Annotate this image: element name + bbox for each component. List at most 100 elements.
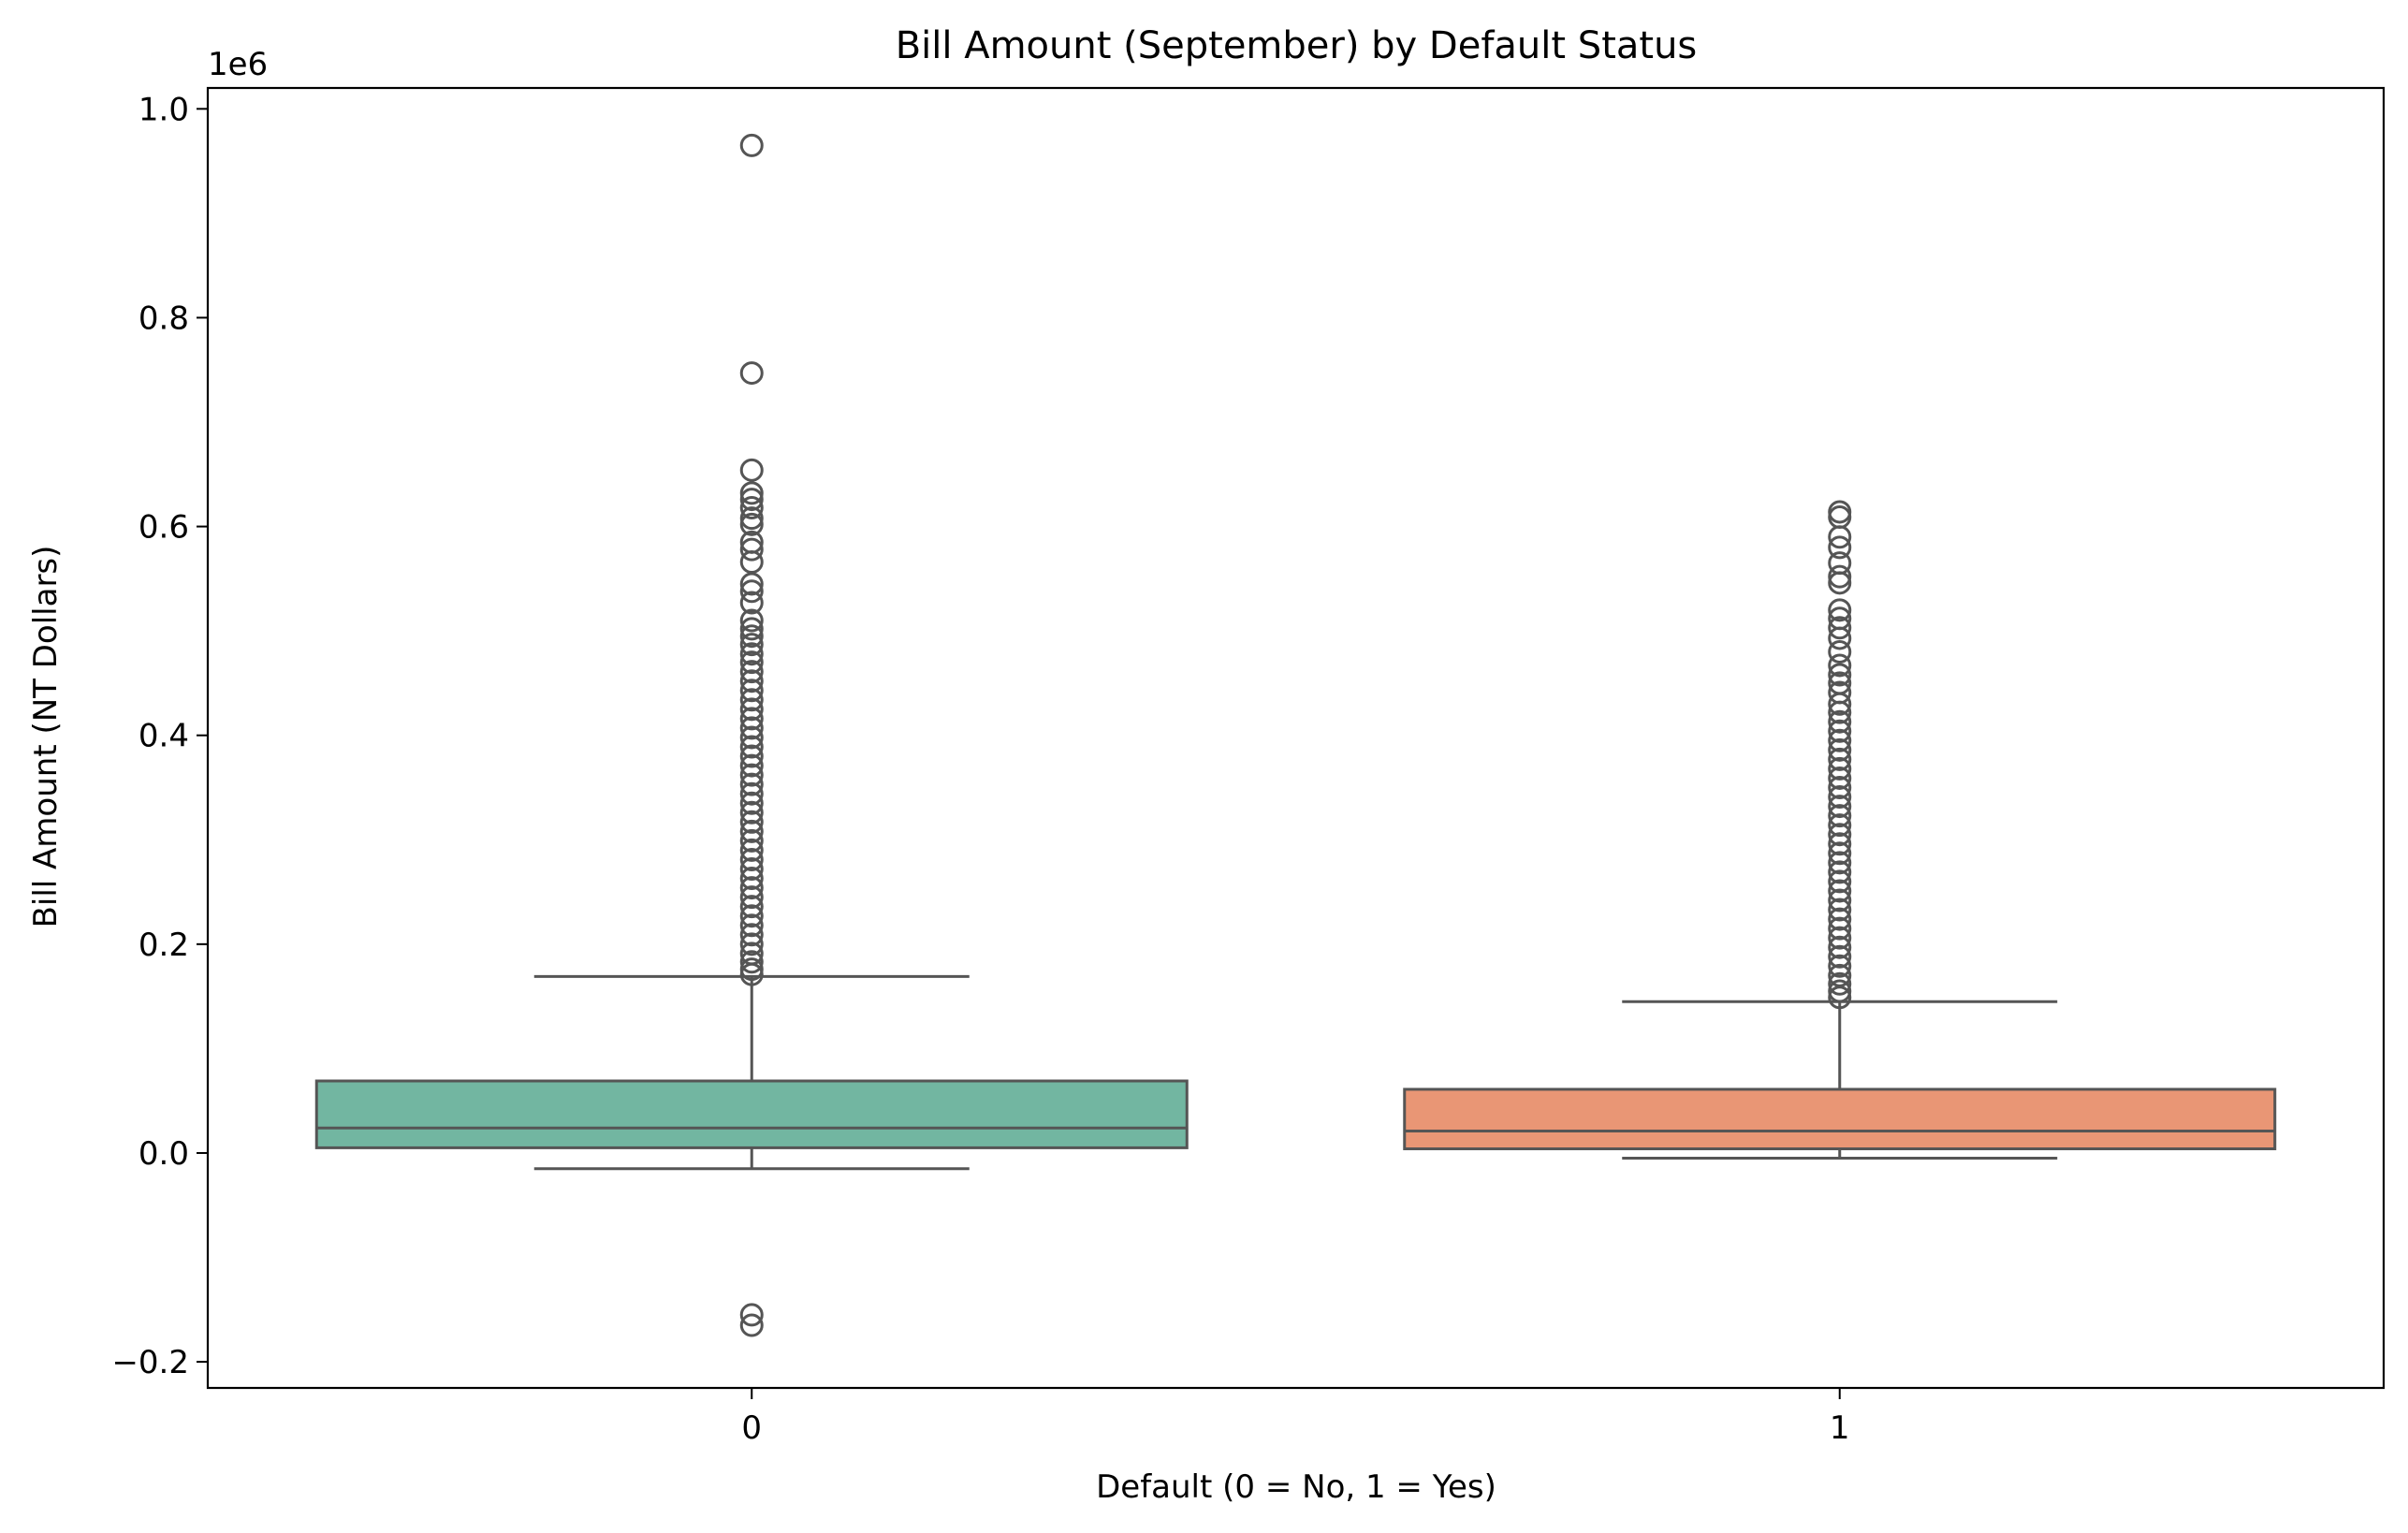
outlier-point [739,669,764,694]
y-tick-label: −0.2 [111,1344,189,1381]
outlier-point [1828,737,1852,762]
outlier-point [1828,785,1852,810]
outlier-point [1828,639,1852,664]
outlier-point [739,608,764,633]
outlier-point [1828,747,1852,771]
outlier-point [1828,944,1852,969]
outlier-point [739,791,764,815]
outlier-point [1828,663,1852,687]
outlier-point [739,591,764,615]
outlier-point [1828,935,1852,959]
box-0 [314,1079,1189,1149]
x-axis-label: Default (0 = No, 1 = Yes) [1096,1468,1496,1506]
outlier-point [1828,804,1852,828]
x-tick-label: 0 [741,1409,762,1447]
outlier-point [739,885,764,910]
outlier-point [1828,879,1852,903]
outlier-point [1828,979,1852,1003]
outlier-point [739,624,764,649]
outlier-point [739,857,764,882]
x-tick-label: 1 [1830,1409,1850,1447]
outlier-point [739,810,764,834]
outlier-point [739,688,764,712]
y-offset-label: 1e6 [208,46,268,83]
outlier-point [739,633,764,657]
outlier-point [1828,700,1852,724]
outlier-point [739,679,764,703]
outlier-point [739,716,764,740]
outlier-point [1828,888,1852,912]
outlier-point [1828,598,1852,622]
outlier-point [739,838,764,862]
outlier-point [1828,926,1852,950]
y-tick-label: 0.4 [139,718,189,755]
outlier-point [1828,813,1852,838]
outlier-point [739,867,764,891]
outlier-point [739,650,764,675]
outlier-point [1828,766,1852,790]
outlier-point [739,495,764,519]
outlier-point [1828,616,1852,640]
outlier-point [739,537,764,562]
outlier-point [1828,728,1852,752]
outlier-point [1828,775,1852,799]
outlier-point [739,923,764,947]
outlier-point [1828,719,1852,743]
outlier-point [739,753,764,778]
outlier-point [739,707,764,731]
outlier-point [739,697,764,722]
outlier-point [1828,954,1852,978]
outlier-point [1828,898,1852,922]
outlier-point [739,572,764,596]
outlier-point [739,1303,764,1327]
outlier-point [1828,823,1852,847]
outlier-point [739,642,764,666]
outlier-point [739,763,764,787]
outlier-point [739,512,764,536]
outlier-point [739,950,764,974]
outlier-point [1828,525,1852,549]
outlier-point [739,847,764,871]
y-tick-label: 0.2 [139,927,189,964]
outlier-point [739,913,764,938]
outlier-point [1828,971,1852,996]
outlier-point [739,617,764,641]
y-tick-label: 0.6 [139,509,189,547]
outlier-point [739,506,764,531]
outlier-point [739,725,764,750]
outlier-point [739,932,764,956]
outlier-point [1828,709,1852,734]
outlier-point [739,772,764,796]
outlier-point [1828,986,1852,1010]
outlier-point [739,458,764,482]
outlier-point [739,744,764,768]
outlier-point [1828,535,1852,560]
y-tick-label: 1.0 [139,91,189,128]
outlier-point [1828,851,1852,875]
outlier-point [739,1313,764,1337]
y-axis-label: Bill Amount (NT Dollars) [27,546,65,928]
outlier-point [739,781,764,806]
outlier-point [739,660,764,684]
axes-frame [206,86,2386,1390]
outlier-point [1828,756,1852,781]
outlier-point [1828,795,1852,819]
outlier-point [1828,869,1852,894]
outlier-point [739,133,764,157]
outlier-point [739,828,764,853]
outlier-point [739,735,764,759]
outlier-point [739,800,764,825]
plot-area: −0.2 0.0 0.2 0.4 0.6 0.8 1.0 0 1 [111,86,2386,1447]
outlier-point [739,876,764,900]
outlier-point [1828,907,1852,931]
outlier-point [1828,692,1852,716]
outlier-point [1828,832,1852,856]
chart-title: Bill Amount (September) by Default Statu… [896,24,1698,67]
outlier-point [739,904,764,928]
outlier-point [739,481,764,505]
outlier-point [1828,571,1852,595]
y-tick-label: 0.8 [139,299,189,337]
outlier-point [739,962,764,986]
outlier-point [1828,841,1852,866]
